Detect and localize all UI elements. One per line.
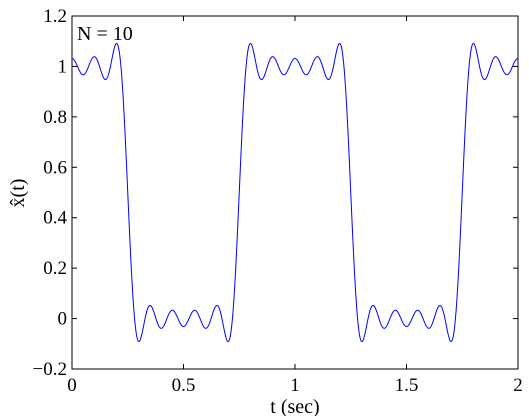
y-tick-label: 0.8: [43, 107, 67, 128]
y-tick-label: 0: [58, 309, 68, 330]
x-tick-label: 0: [67, 375, 77, 396]
y-tick-label: 1.2: [43, 6, 67, 27]
y-tick-label: 0.2: [43, 258, 67, 279]
y-tick-label: −0.2: [33, 359, 67, 380]
y-axis-label: x̂(t): [7, 179, 29, 208]
plot-frame: [71, 15, 519, 370]
series-line: [71, 42, 519, 343]
tick-marks: [71, 15, 519, 370]
y-tick-label: 0.4: [43, 208, 67, 229]
x-tick-label: 1: [290, 375, 300, 396]
y-tick-labels: −0.2 0 0.2 0.4 0.6 0.8 1 1.2: [33, 6, 68, 380]
x-tick-labels: 0 0.5 1 1.5 2: [67, 375, 523, 396]
y-tick-label: 1: [58, 56, 68, 77]
x-tick-label: 2: [513, 375, 523, 396]
x-tick-label: 1.5: [395, 375, 419, 396]
x-axis-label: t (sec): [270, 396, 319, 416]
y-tick-label: 0.6: [43, 157, 67, 178]
annotation-n: N = 10: [77, 23, 133, 45]
x-tick-label: 0.5: [172, 375, 196, 396]
